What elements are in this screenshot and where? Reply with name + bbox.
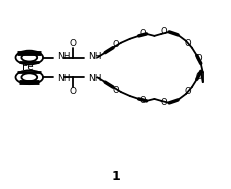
- Text: O: O: [112, 86, 119, 94]
- Text: O: O: [112, 40, 119, 49]
- Text: O: O: [184, 87, 190, 96]
- Text: O: O: [184, 39, 190, 48]
- Text: NH: NH: [57, 74, 70, 83]
- Text: O: O: [139, 96, 145, 105]
- Text: NH: NH: [88, 52, 101, 61]
- Text: O: O: [69, 39, 76, 48]
- Text: O: O: [139, 29, 145, 38]
- Text: O: O: [195, 54, 201, 63]
- Text: NH: NH: [57, 52, 70, 61]
- Text: NH: NH: [88, 74, 101, 83]
- Text: O: O: [160, 98, 167, 107]
- Text: 1: 1: [111, 170, 120, 183]
- Text: O: O: [195, 72, 201, 81]
- Text: O: O: [160, 27, 167, 36]
- Text: O: O: [69, 87, 76, 96]
- Text: Fe: Fe: [22, 62, 34, 72]
